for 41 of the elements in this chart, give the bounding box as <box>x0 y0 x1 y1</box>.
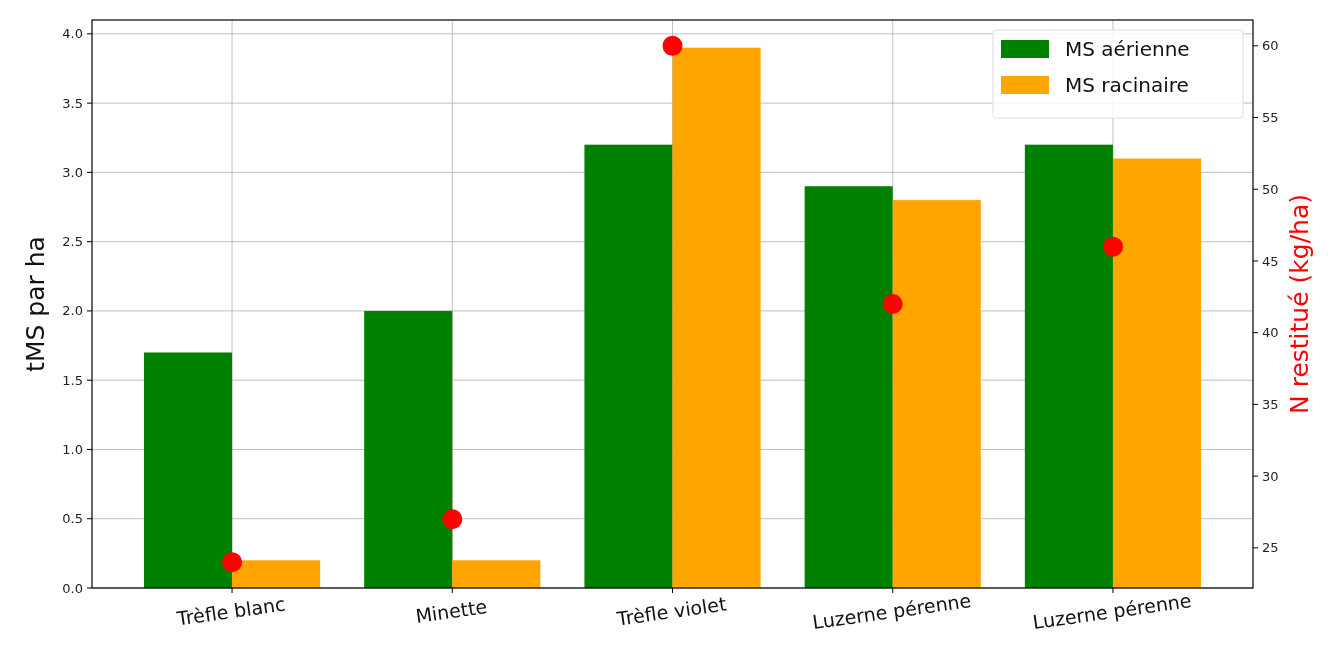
y-tick-label: 2.0 <box>62 303 83 319</box>
x-tick-label: Trèfle blanc <box>174 592 287 630</box>
x-tick-label: Luzerne pérenne <box>811 589 973 634</box>
bar <box>452 560 541 588</box>
y-tick-label: 0.0 <box>62 580 83 596</box>
legend-label: MS racinaire <box>1065 73 1189 97</box>
y-axis-title: tMS par ha <box>21 236 50 372</box>
y-tick-label: 2.5 <box>62 234 83 250</box>
y2-tick-label: 55 <box>1262 110 1279 126</box>
y-tick-label: 0.5 <box>62 511 83 527</box>
bar <box>364 310 453 588</box>
y2-tick-label: 60 <box>1262 38 1279 54</box>
bar <box>804 186 893 588</box>
y2-tick-label: 25 <box>1262 540 1279 556</box>
y-tick-label: 4.0 <box>62 26 83 42</box>
point <box>222 552 243 573</box>
bar <box>143 352 233 588</box>
y-tick-label: 1.0 <box>62 442 83 458</box>
y-tick-label: 1.5 <box>62 372 83 388</box>
y2-tick-label: 45 <box>1262 253 1279 269</box>
y2-tick-label: 40 <box>1262 325 1279 341</box>
y2-axis-title: N restitué (kg/ha) <box>1285 194 1314 414</box>
bar <box>232 560 321 588</box>
y2-tick-label: 30 <box>1262 468 1279 484</box>
bar <box>1112 158 1202 588</box>
point <box>882 294 903 314</box>
bar <box>672 47 761 588</box>
y2-tick-label: 35 <box>1262 396 1279 412</box>
x-tick-label: Luzerne pérenne <box>1031 589 1193 634</box>
x-tick-label: Minette <box>414 595 489 627</box>
y2-tick-label: 50 <box>1262 181 1279 197</box>
point <box>662 35 683 56</box>
point <box>1102 236 1123 257</box>
bar <box>584 144 673 588</box>
bar <box>892 200 981 588</box>
legend-label: MS aérienne <box>1065 37 1190 61</box>
y-tick-label: 3.0 <box>62 164 83 180</box>
x-tick-label: Trèfle violet <box>614 592 728 630</box>
y-tick-label: 3.5 <box>62 95 83 111</box>
point <box>442 509 463 530</box>
bar <box>1024 144 1113 588</box>
